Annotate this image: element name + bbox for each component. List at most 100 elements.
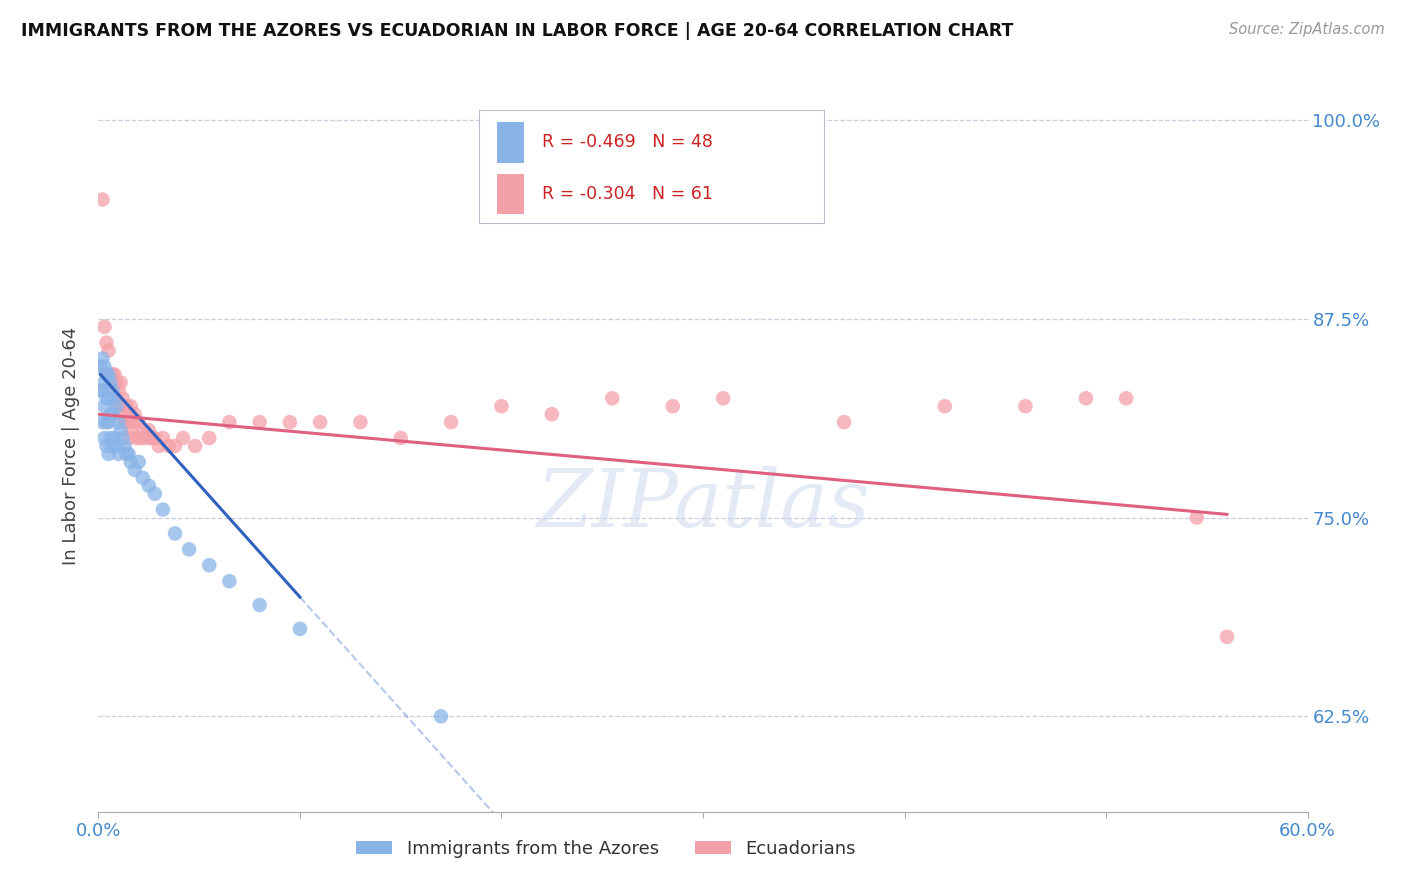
- Point: [107, 447, 129, 461]
- Point: [349, 415, 371, 429]
- Point: [110, 423, 132, 437]
- Point: [139, 431, 162, 445]
- Point: [103, 368, 125, 382]
- Point: [134, 431, 156, 445]
- Point: [115, 447, 138, 461]
- Point: [1115, 392, 1137, 406]
- Point: [96, 335, 118, 350]
- Point: [389, 431, 412, 445]
- Point: [1216, 630, 1239, 644]
- Point: [115, 399, 138, 413]
- Point: [934, 399, 956, 413]
- Point: [128, 415, 150, 429]
- Point: [91, 193, 114, 207]
- Point: [1185, 510, 1208, 524]
- Point: [163, 439, 186, 453]
- Point: [114, 415, 136, 429]
- Point: [103, 392, 125, 406]
- Point: [430, 709, 453, 723]
- Point: [118, 431, 141, 445]
- Point: [97, 415, 120, 429]
- Point: [103, 431, 125, 445]
- Point: [93, 376, 115, 390]
- Point: [96, 368, 118, 382]
- Point: [124, 407, 146, 421]
- Point: [120, 455, 142, 469]
- Point: [125, 431, 148, 445]
- Point: [121, 415, 143, 429]
- Legend: Immigrants from the Azores, Ecuadorians: Immigrants from the Azores, Ecuadorians: [349, 832, 863, 865]
- Point: [114, 399, 136, 413]
- Point: [1014, 399, 1036, 413]
- Point: [96, 392, 118, 406]
- Point: [309, 415, 332, 429]
- Point: [97, 368, 120, 382]
- Point: [105, 399, 128, 413]
- Text: ZIPatlas: ZIPatlas: [536, 466, 870, 543]
- Point: [148, 439, 170, 453]
- FancyBboxPatch shape: [498, 122, 524, 162]
- Point: [115, 415, 138, 429]
- Point: [132, 423, 155, 437]
- Point: [1074, 392, 1097, 406]
- Point: [661, 399, 683, 413]
- Point: [93, 319, 115, 334]
- Point: [124, 463, 146, 477]
- Point: [110, 407, 132, 421]
- Point: [93, 359, 115, 374]
- Point: [249, 415, 271, 429]
- Point: [120, 399, 142, 413]
- Point: [96, 415, 118, 429]
- Point: [440, 415, 463, 429]
- Text: R = -0.469   N = 48: R = -0.469 N = 48: [543, 134, 713, 152]
- Point: [142, 431, 165, 445]
- Point: [152, 502, 174, 516]
- Point: [491, 399, 513, 413]
- Point: [163, 526, 186, 541]
- Point: [143, 486, 166, 500]
- Point: [120, 423, 142, 437]
- Point: [101, 439, 124, 453]
- Point: [138, 479, 160, 493]
- Point: [91, 351, 114, 366]
- Point: [179, 542, 201, 557]
- Point: [128, 455, 150, 469]
- Point: [100, 431, 122, 445]
- Point: [132, 471, 155, 485]
- Point: [110, 376, 132, 390]
- Point: [101, 368, 124, 382]
- Point: [101, 384, 124, 398]
- Point: [91, 415, 114, 429]
- Point: [111, 392, 134, 406]
- Point: [107, 415, 129, 429]
- Y-axis label: In Labor Force | Age 20-64: In Labor Force | Age 20-64: [62, 326, 80, 566]
- Point: [157, 439, 180, 453]
- Point: [93, 399, 115, 413]
- FancyBboxPatch shape: [498, 174, 524, 214]
- Point: [249, 598, 271, 612]
- Point: [100, 407, 122, 421]
- Point: [711, 392, 734, 406]
- Text: IMMIGRANTS FROM THE AZORES VS ECUADORIAN IN LABOR FORCE | AGE 20-64 CORRELATION : IMMIGRANTS FROM THE AZORES VS ECUADORIAN…: [21, 22, 1014, 40]
- Point: [218, 415, 240, 429]
- Point: [101, 376, 124, 390]
- Point: [152, 431, 174, 445]
- Point: [97, 343, 120, 358]
- Point: [89, 384, 111, 398]
- Point: [103, 392, 125, 406]
- Point: [198, 431, 221, 445]
- Point: [105, 376, 128, 390]
- Point: [97, 447, 120, 461]
- Point: [93, 431, 115, 445]
- Point: [91, 384, 114, 398]
- Point: [100, 376, 122, 390]
- Point: [172, 431, 194, 445]
- Point: [107, 384, 129, 398]
- Point: [198, 558, 221, 573]
- Point: [129, 431, 152, 445]
- Point: [602, 392, 624, 406]
- Point: [138, 423, 160, 437]
- Point: [278, 415, 301, 429]
- Point: [100, 368, 122, 382]
- Point: [89, 359, 111, 374]
